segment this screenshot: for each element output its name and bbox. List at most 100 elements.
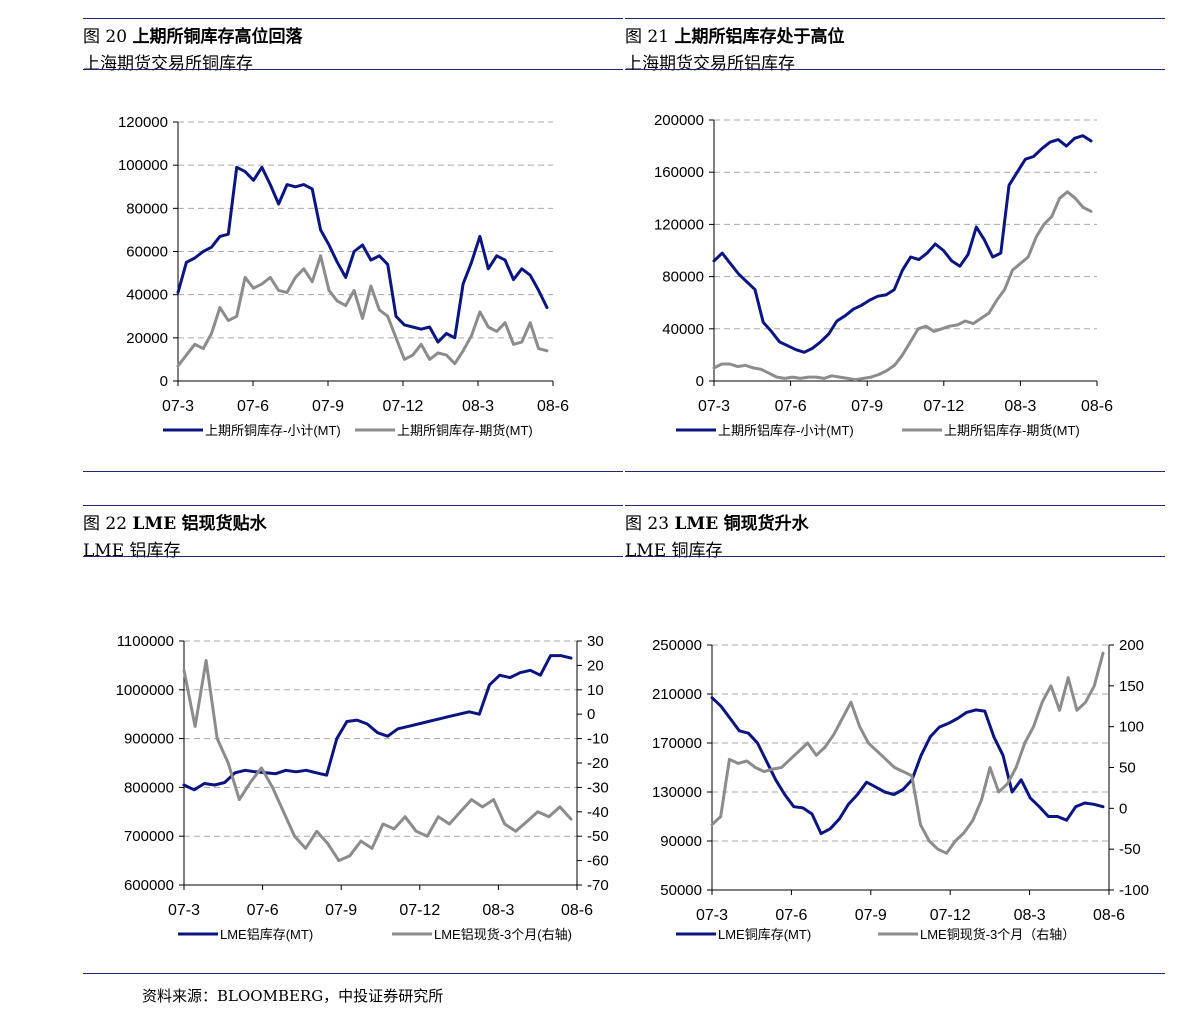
y-right-tick-label: -100 xyxy=(1119,882,1149,899)
series-line xyxy=(710,696,1105,836)
x-tick-label: 07-9 xyxy=(312,398,344,415)
figure-title-text: 铝现货贴水 xyxy=(181,514,267,534)
y-tick-label: 0 xyxy=(696,373,704,390)
series-line xyxy=(182,654,573,792)
y-tick-label: 80000 xyxy=(662,269,704,286)
panel-bottom-rule xyxy=(625,471,1165,472)
legend-label: 上期所铜库存-小计(MT) xyxy=(205,423,341,438)
y-tick-label: 0 xyxy=(160,373,168,390)
x-tick-label: 07-9 xyxy=(855,907,887,924)
y-tick-label: 130000 xyxy=(652,784,702,801)
y-tick-label: 40000 xyxy=(662,321,704,338)
y-tick-label: 90000 xyxy=(660,833,702,850)
y-right-tick-label: -50 xyxy=(587,828,609,845)
figure-title: 图 21 上期所铝库存处于高位 xyxy=(625,22,844,47)
y-tick-label: 40000 xyxy=(126,287,168,304)
x-tick-label: 08-6 xyxy=(537,398,569,415)
series-line xyxy=(182,659,573,863)
page-bottom-rule xyxy=(83,973,1165,974)
y-right-tick-label: -30 xyxy=(587,779,609,796)
legend-label: LME铜现货-3个月（右轴） xyxy=(920,927,1075,942)
x-tick-label: 07-6 xyxy=(775,398,807,415)
y-right-tick-label: 200 xyxy=(1119,637,1144,654)
series-line xyxy=(176,165,549,344)
panel-subtitle-rule xyxy=(83,556,623,557)
y-right-tick-label: -20 xyxy=(587,755,609,772)
legend-label: 上期所铝库存-小计(MT) xyxy=(718,423,854,438)
y-tick-label: 120000 xyxy=(118,114,168,131)
panel-top-rule xyxy=(83,18,623,19)
source-note: 资料来源：BLOOMBERG，中投证券研究所 xyxy=(142,987,444,1005)
figure-number: 图 21 xyxy=(625,27,670,47)
y-tick-label: 60000 xyxy=(126,244,168,261)
y-tick-label: 800000 xyxy=(124,779,174,796)
legend-label: 上期所铝库存-期货(MT) xyxy=(944,423,1080,438)
x-tick-label: 08-6 xyxy=(1081,398,1113,415)
legend-label: LME铜库存(MT) xyxy=(718,927,811,942)
y-right-tick-label: 20 xyxy=(587,657,604,674)
x-tick-label: 08-3 xyxy=(1004,398,1036,415)
figure-number: 图 22 xyxy=(83,514,128,534)
y-tick-label: 170000 xyxy=(652,735,702,752)
panel-subtitle-rule xyxy=(625,556,1165,557)
figure-number: 图 20 xyxy=(83,27,128,47)
series-line xyxy=(176,254,549,368)
y-right-tick-label: 50 xyxy=(1119,760,1136,777)
y-tick-label: 80000 xyxy=(126,200,168,217)
panel-subtitle-rule xyxy=(83,69,623,70)
legend-label: LME铝库存(MT) xyxy=(220,927,313,942)
x-tick-label: 07-3 xyxy=(168,902,200,919)
y-right-tick-label: -50 xyxy=(1119,841,1141,858)
x-tick-label: 07-3 xyxy=(696,907,728,924)
x-tick-label: 07-12 xyxy=(930,907,971,924)
figure-number: 图 23 xyxy=(625,514,670,534)
x-tick-label: 07-12 xyxy=(399,902,440,919)
x-tick-label: 07-9 xyxy=(325,902,357,919)
y-tick-label: 100000 xyxy=(118,157,168,174)
figure-title-text: 上期所铜库存高位回落 xyxy=(132,27,303,47)
y-right-tick-label: -40 xyxy=(587,804,609,821)
y-right-tick-label: -70 xyxy=(587,877,609,894)
y-tick-label: 1000000 xyxy=(116,682,174,699)
y-tick-label: 900000 xyxy=(124,731,174,748)
series-line xyxy=(712,190,1093,382)
panel-top-rule xyxy=(625,505,1165,506)
chart-shfe-aluminium: 0 40000 80000 120000 160000 200000 07-3 07-6 07-… xyxy=(654,112,1113,438)
figure-title-text: 铜现货升水 xyxy=(723,514,809,534)
panel-top-rule xyxy=(83,505,623,506)
y-tick-label: 1100000 xyxy=(117,633,174,650)
x-tick-label: 07-3 xyxy=(698,398,730,415)
y-right-tick-label: 30 xyxy=(587,633,604,650)
y-tick-label: 50000 xyxy=(660,882,702,899)
y-right-tick-label: 0 xyxy=(587,706,595,723)
x-tick-label: 07-6 xyxy=(247,902,279,919)
series-line xyxy=(712,134,1093,354)
legend-label: LME铝现货-3个月(右轴) xyxy=(434,927,572,942)
figure-title: 图 23 LME 铜现货升水 xyxy=(625,509,809,534)
figure-title-bold: LME xyxy=(132,514,177,534)
figure-title-text: 上期所铝库存处于高位 xyxy=(674,27,845,47)
x-tick-label: 07-6 xyxy=(775,907,807,924)
x-tick-label: 08-3 xyxy=(1014,907,1046,924)
series-line xyxy=(710,651,1105,855)
panel-top-rule xyxy=(625,18,1165,19)
figure-title: 图 20 上期所铜库存高位回落 xyxy=(83,22,302,47)
y-right-tick-label: 0 xyxy=(1119,800,1127,817)
x-tick-label: 07-3 xyxy=(162,398,194,415)
y-right-tick-label: 10 xyxy=(587,682,604,699)
y-tick-label: 210000 xyxy=(652,686,702,703)
x-tick-label: 08-6 xyxy=(561,902,593,919)
x-tick-label: 08-3 xyxy=(482,902,514,919)
y-tick-label: 700000 xyxy=(124,828,174,845)
y-tick-label: 20000 xyxy=(126,330,168,347)
x-tick-label: 08-3 xyxy=(462,398,494,415)
x-tick-label: 07-12 xyxy=(383,398,424,415)
panel-subtitle-rule xyxy=(625,69,1165,70)
chart-lme-copper: 50000 90000 130000 170000 210000 250000 -100 -5… xyxy=(652,637,1149,942)
y-tick-label: 250000 xyxy=(652,637,702,654)
y-right-tick-label: 150 xyxy=(1119,678,1144,695)
x-tick-label: 07-9 xyxy=(851,398,883,415)
figure-title: 图 22 LME 铝现货贴水 xyxy=(83,509,267,534)
y-right-tick-label: -10 xyxy=(587,731,609,748)
